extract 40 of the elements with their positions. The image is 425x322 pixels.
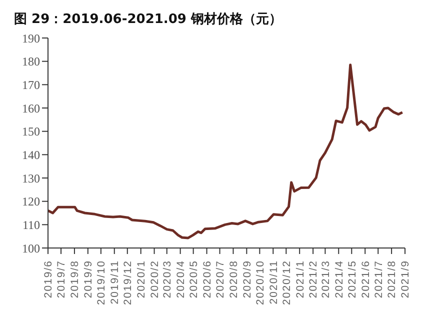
x-tick-label: 2020/3 (162, 260, 174, 298)
x-tick-label: 2020/6 (201, 260, 214, 298)
y-tick-label: 190 (22, 31, 40, 46)
x-tick-label: 2020/4 (174, 260, 187, 298)
y-tick-label: 150 (22, 124, 40, 139)
x-tick-label: 2021/4 (333, 260, 346, 298)
y-tick-label: 130 (22, 171, 40, 186)
x-tick-label: 2021/7 (372, 260, 385, 298)
x-tick-label: 2021/1 (294, 260, 306, 298)
x-tick-label: 2020/1 (136, 260, 148, 298)
x-tick-label: 2019/6 (42, 260, 55, 298)
y-tick-label: 160 (22, 101, 40, 116)
y-tick-label: 170 (22, 78, 40, 92)
x-tick-label: 2019/10 (96, 260, 108, 305)
x-tick-label: 2021/6 (360, 260, 372, 298)
y-tick-label: 140 (22, 148, 40, 162)
x-tick-label: 2019/11 (109, 260, 122, 304)
y-tick-label: 100 (22, 241, 40, 256)
x-tick-label: 2021/2 (308, 260, 320, 298)
x-tick-label: 2020/12 (280, 260, 293, 305)
y-tick-label: 120 (22, 194, 40, 209)
x-tick-label: 2020/10 (254, 260, 266, 305)
x-tick-label: 2020/8 (228, 260, 240, 298)
x-tick-label: 2020/11 (268, 260, 280, 304)
x-tick-label: 2019/8 (69, 260, 82, 298)
x-tick-label: 2021/9 (400, 260, 412, 298)
x-tick-label: 2019/7 (56, 260, 68, 298)
y-tick-label: 180 (22, 54, 40, 69)
x-tick-label: 2021/5 (346, 260, 358, 298)
x-tick-label: 2021/8 (386, 260, 398, 298)
x-tick-label: 2019/9 (82, 260, 95, 298)
x-tick-label: 2020/9 (241, 260, 254, 298)
chart-title: 图 29：2019.06-2021.09 钢材价格（元） (13, 11, 283, 29)
x-tick-label: 2021/3 (320, 260, 332, 298)
x-tick-label: 2020/2 (148, 260, 161, 298)
y-tick-label: 110 (22, 218, 40, 232)
x-tick-label: 2020/5 (188, 260, 200, 298)
line-series (48, 64, 404, 240)
x-tick-label: 2020/7 (214, 260, 226, 298)
x-tick-label: 2019/12 (122, 260, 134, 305)
